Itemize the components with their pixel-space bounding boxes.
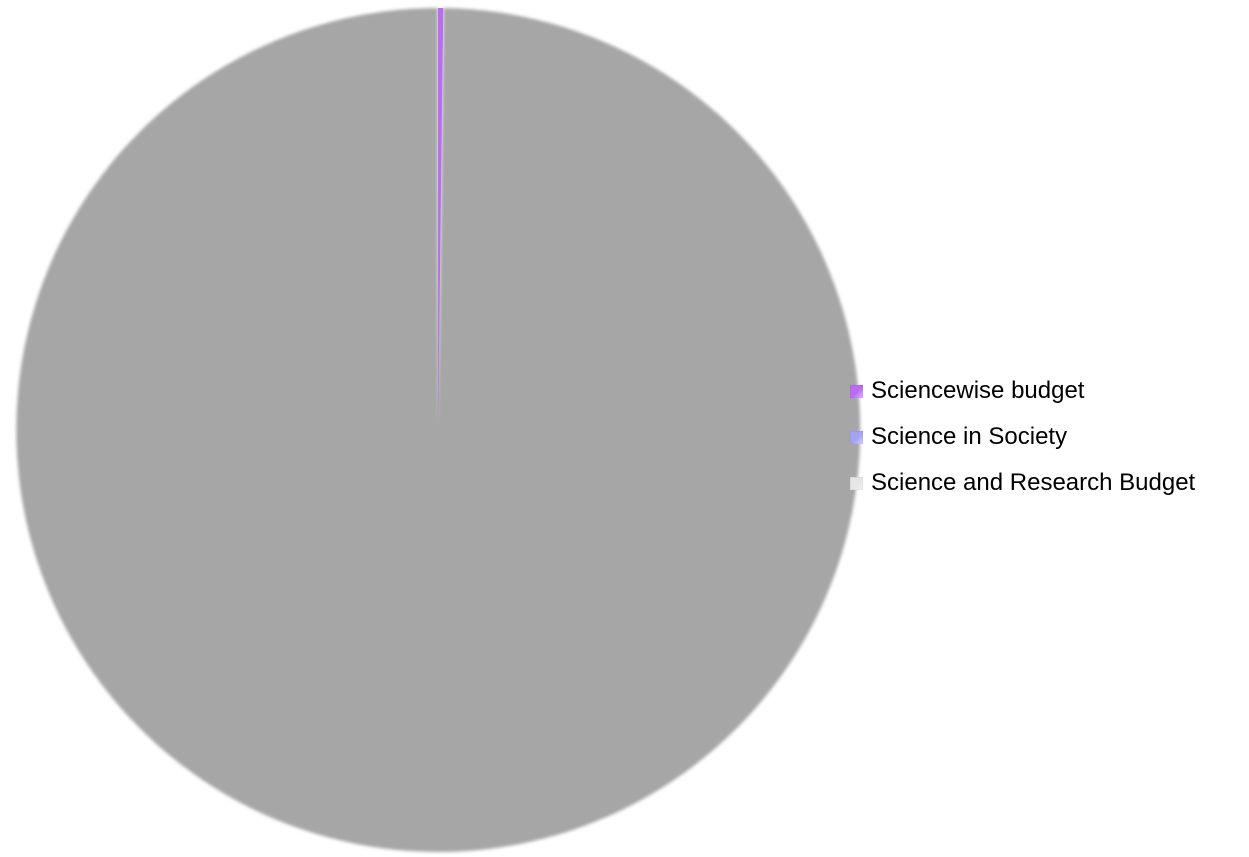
legend-label-sciencewise-budget: Sciencewise budget (871, 377, 1085, 404)
pie-slice-sciencewise-budget[interactable] (438, 7, 444, 431)
pie-plot-area (16, 7, 861, 852)
legend-swatch-science-and-research-budget (850, 476, 863, 490)
legend: Sciencewise budget Science in Society Sc… (850, 368, 1195, 506)
legend-label-science-in-society: Science in Society (871, 423, 1068, 450)
legend-swatch-science-in-society (850, 430, 863, 444)
legend-item-science-in-society[interactable]: Science in Society (850, 414, 1195, 460)
legend-label-science-and-research-budget: Science and Research Budget (871, 469, 1196, 496)
pie-slice-science-in-society[interactable] (438, 8, 444, 431)
legend-swatch-sciencewise-budget (850, 384, 863, 398)
legend-item-science-and-research-budget[interactable]: Science and Research Budget (850, 460, 1195, 506)
legend-item-sciencewise-budget[interactable]: Sciencewise budget (850, 368, 1195, 414)
pie-slice-science-and-research-budget[interactable] (16, 8, 861, 852)
pie-slices (16, 7, 861, 852)
